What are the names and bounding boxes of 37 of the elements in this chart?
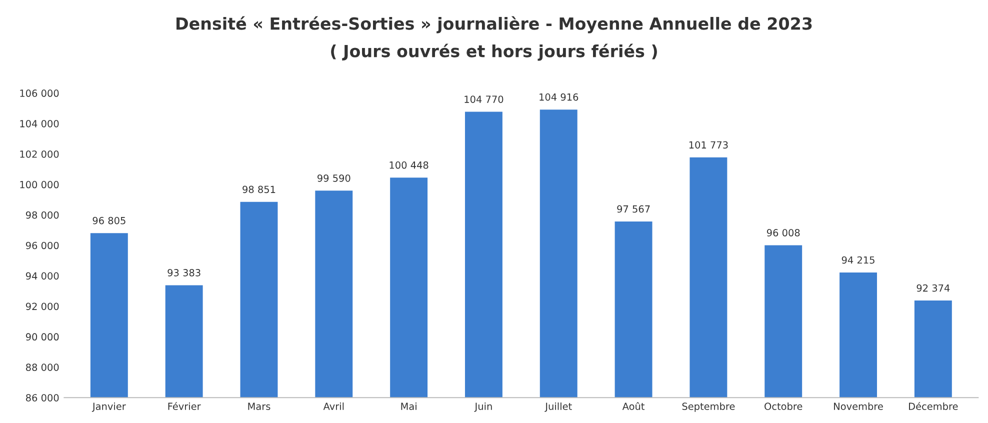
x-tick-label: Février	[168, 402, 201, 410]
x-tick-label: Juin	[474, 402, 492, 412]
data-label: 92 374	[916, 284, 950, 292]
y-tick-label: 94 000	[26, 272, 59, 280]
y-tick-label: 106 000	[20, 90, 59, 97]
y-tick-label: 100 000	[20, 180, 59, 188]
data-label: 101 773	[689, 141, 728, 149]
data-label: 100 448	[390, 161, 428, 169]
chart-subtitle: ( Jours ouvrés et hors jours fériés )	[331, 44, 657, 61]
chart-title: Densité « Entrées-Sorties » journalière - Moyenne Annuelle de 2023	[176, 16, 812, 34]
x-tick-label: Décembre	[909, 402, 958, 410]
data-label: 104 916	[540, 93, 578, 101]
y-tick-label: 98 000	[26, 211, 59, 219]
data-label: 97 567	[617, 205, 650, 213]
x-tick-label: Avril	[323, 402, 344, 410]
x-tick-label: Août	[622, 402, 645, 410]
y-tick-label: 86 000	[26, 394, 59, 402]
y-tick-label: 88 000	[26, 364, 59, 371]
x-tick-label: Septembre	[682, 402, 735, 412]
y-tick-label: 96 000	[26, 242, 59, 250]
y-tick-label: 104 000	[20, 120, 59, 128]
data-label: 99 590	[318, 174, 350, 182]
data-label: 94 215	[842, 256, 874, 264]
data-label: 96 805	[92, 216, 126, 224]
x-tick-label: Juillet	[544, 402, 572, 412]
y-tick-label: 102 000	[20, 150, 59, 158]
x-tick-label: Janvier	[92, 402, 126, 412]
x-tick-label: Novembre	[834, 402, 883, 410]
data-label: 104 770	[464, 96, 504, 103]
y-tick-label: 92 000	[26, 302, 59, 310]
y-tick-label: 90 000	[26, 333, 59, 341]
data-label: 93 383	[168, 269, 200, 276]
x-tick-label: Mai	[401, 402, 416, 410]
x-tick-label: Octobre	[764, 402, 802, 410]
data-label: 96 008	[766, 229, 800, 236]
data-label: 98 851	[242, 186, 276, 194]
x-tick-label: Mars	[248, 402, 270, 410]
